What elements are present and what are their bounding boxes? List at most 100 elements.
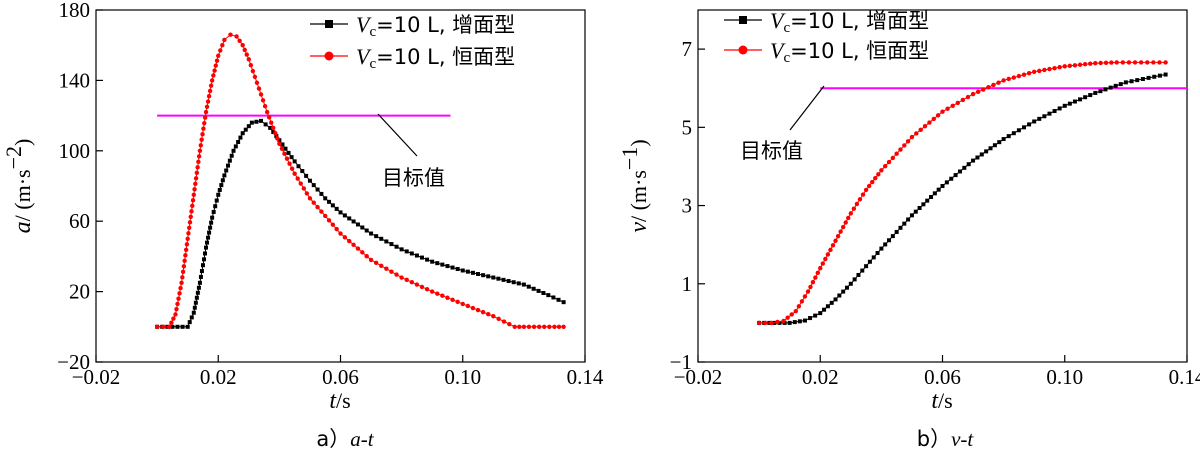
chart-b-series_1-point <box>1078 97 1083 102</box>
chart-a-series_1-point <box>338 210 343 215</box>
chart-b-series_1-point <box>909 213 914 218</box>
chart-a-series_2-point <box>237 38 242 43</box>
chart-b-series_2-point <box>1026 71 1032 76</box>
chart-a-series_2-point <box>342 235 348 240</box>
chart-a-series_1-point <box>435 261 440 266</box>
chart-a-series_1-point <box>323 196 328 201</box>
chart-a-series_2-point <box>445 295 450 300</box>
chart-a-series_2-point <box>228 32 233 37</box>
chart-a-series_1-point <box>476 272 481 276</box>
chart-a-series_2-point <box>190 203 195 208</box>
chart-a-series_2-point <box>287 161 292 166</box>
chart-a-x-tick-label: 0.06 <box>322 365 359 389</box>
chart-a-series_1-point <box>205 240 210 245</box>
chart-b-series_2-point <box>1120 60 1126 65</box>
chart-a-series_1-point <box>409 251 414 256</box>
chart-a-series_2-point <box>450 297 455 303</box>
chart-b-series_2-point <box>1088 61 1093 66</box>
chart-a-series_1-point <box>277 138 282 143</box>
chart-b-series_2-point <box>863 187 869 193</box>
chart-b-series_2-point <box>1082 62 1088 67</box>
chart-b-series_1-point <box>864 264 869 269</box>
chart-a-series_2-line <box>157 34 564 328</box>
chart-a-series_1-point <box>541 291 546 296</box>
chart-a-series_2-point <box>424 287 430 292</box>
chart-b-series_1-point <box>841 289 846 294</box>
chart-a-y-tick-label: 180 <box>59 0 91 22</box>
chart-b-series_2-point <box>846 215 851 221</box>
chart-a-series_2-point <box>192 187 197 192</box>
chart-b-series_1-point <box>890 234 895 239</box>
chart-a-series_1-point <box>292 159 297 164</box>
chart-a-series_1-point <box>526 284 531 289</box>
chart-a-series_2-point <box>181 264 187 269</box>
chart-b-series_1-point <box>898 225 903 230</box>
chart-a-series_1-point <box>355 222 360 227</box>
chart-b-series_1-point <box>1083 95 1088 100</box>
chart-a-series_2-point <box>178 285 183 291</box>
chart-b-series_2-point <box>808 284 813 290</box>
chart-b-series_2-point <box>1138 60 1144 65</box>
chart-a-series_2-point <box>323 213 328 219</box>
chart-a-series_2-point <box>496 316 501 322</box>
chart-b-series_2-point <box>1031 69 1037 74</box>
chart-a-series_1-point <box>211 209 216 214</box>
chart-a-series_2-point <box>368 257 374 263</box>
chart-b-series_1-point <box>833 297 838 302</box>
chart-b-series_1-point <box>1163 72 1168 77</box>
chart-b-series_1-point <box>1006 134 1011 139</box>
chart-a-series_2-point <box>507 321 512 327</box>
legend-b-text-2: Vc=10 L, 恒面型 <box>770 38 929 66</box>
chart-b-series_2-point <box>879 168 884 173</box>
chart-a-series_2-point <box>211 73 216 78</box>
chart-b-series_1-point <box>971 158 976 163</box>
chart-a-series_2-point <box>154 324 160 329</box>
chart-a-series_2-point <box>190 198 196 203</box>
chart-b-series_1-point <box>797 319 802 324</box>
chart-b-series_2-point <box>802 294 808 299</box>
chart-b-series_2-point <box>781 318 786 324</box>
chart-a-target-label: 目标值 <box>382 166 445 190</box>
chart-b-target-label: 目标值 <box>740 139 803 163</box>
chart-a-series_2-point <box>206 94 212 99</box>
chart-b-series_1-point <box>1072 99 1077 104</box>
chart-a-series_2-point <box>275 136 280 141</box>
chart-b-series_1-point <box>902 221 907 226</box>
chart-b-series_1-point <box>1001 137 1006 142</box>
chart-a-series_1-point <box>243 127 248 132</box>
chart-a-series_2-point <box>315 204 320 210</box>
chart-a-series_2-point <box>250 68 256 74</box>
chart-b-series_1-point <box>792 320 797 325</box>
chart-a-series_2-point <box>222 37 227 43</box>
chart-a-series_1-point <box>217 187 222 192</box>
chart-b-series_1-point <box>787 320 792 325</box>
chart-a-series_2-point <box>201 126 206 131</box>
chart-a-series_1-point <box>501 277 506 282</box>
chart-a-series_1-point <box>404 249 409 254</box>
chart-b-series_1-point <box>1011 131 1016 136</box>
chart-b-series_2-point <box>922 124 928 129</box>
chart-b-series_2-point <box>785 315 790 320</box>
chart-b-series_1-point <box>944 180 949 185</box>
chart-a-series_2-point <box>284 156 290 161</box>
chart-a-series_1-point <box>192 305 197 310</box>
chart-a-series_1-point <box>194 295 199 300</box>
chart-a-series_1-point <box>536 288 541 293</box>
chart-a-x-tick-label: 0.10 <box>444 365 481 389</box>
chart-b-series_2-point <box>1114 60 1119 65</box>
chart-b-series_2-point <box>1072 63 1078 68</box>
chart-b-series_2-point <box>851 206 857 211</box>
chart-b-series_2-point <box>843 220 848 225</box>
chart-b-series_2-point <box>918 127 923 133</box>
chart-a-series_1-point <box>283 146 288 151</box>
chart-b-series_2-point <box>1037 68 1042 74</box>
chart-b-series_1-point <box>949 176 954 181</box>
chart-b-series_1-point <box>1108 85 1113 90</box>
chart-b-series_1-point <box>1057 106 1062 111</box>
chart-a-series_1-point <box>364 228 369 233</box>
chart-a-series_2-point <box>252 74 258 80</box>
chart-a-series_2-point <box>183 247 189 252</box>
chart-a-series_2-point <box>334 226 339 232</box>
chart-b-y-ticks: −1 1 3 5 7 <box>670 37 705 374</box>
chart-a-x-tick-label: 0.02 <box>200 365 237 389</box>
